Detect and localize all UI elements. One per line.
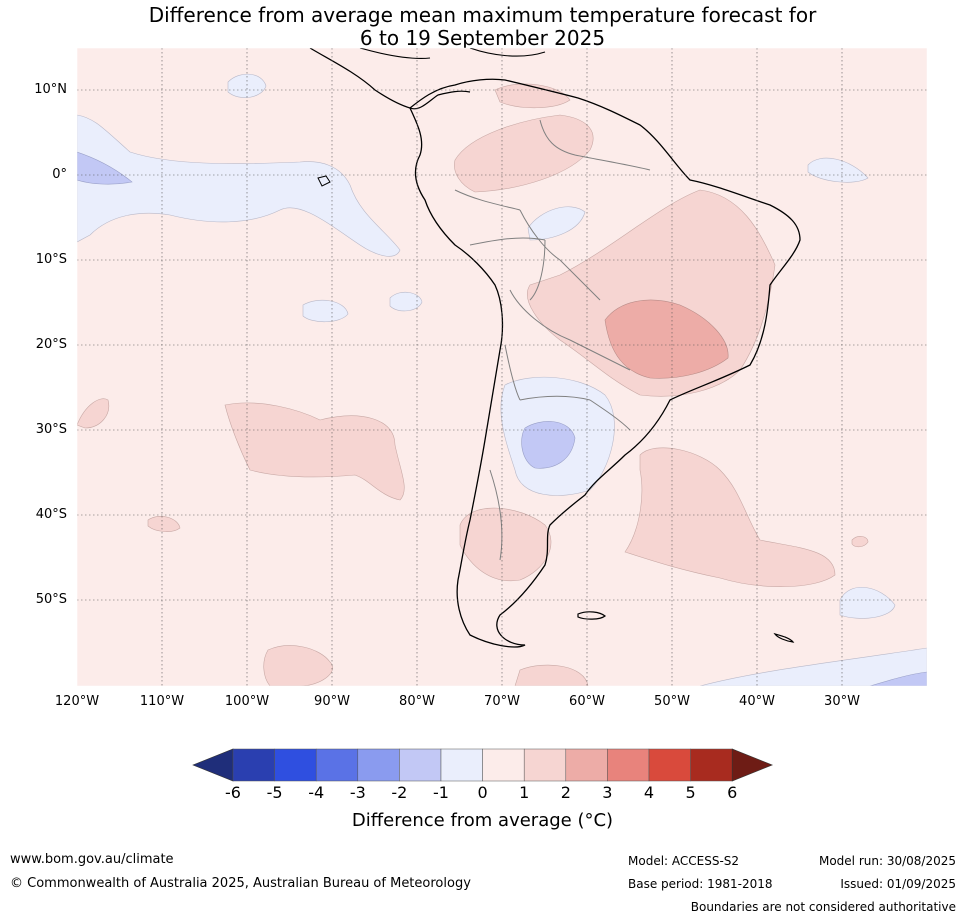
- map-title: Difference from average mean maximum tem…: [0, 4, 965, 50]
- lon-label-90w: 90°W: [314, 694, 350, 709]
- colorbar-tick-label: -4: [308, 783, 325, 802]
- coastline-falklands: [577, 611, 606, 620]
- lat-label-40s: 40°S: [35, 507, 67, 522]
- footer-issued: Issued: 01/09/2025: [840, 877, 956, 891]
- anomaly-cool-pacific-small: [302, 299, 349, 323]
- lon-label-120w: 120°W: [54, 694, 100, 709]
- colorbar-tick-label: 6: [727, 783, 738, 802]
- anomaly-warm-pacific-small: [147, 516, 181, 532]
- anomaly-cool-amazon: [527, 206, 586, 241]
- anomaly-cool-south-atlantic: [839, 586, 896, 619]
- colorbar-tick-label: 3: [602, 783, 613, 802]
- temperature-anomaly-map: [76, 47, 928, 687]
- colorbar-tick-label: -2: [391, 783, 408, 802]
- lon-label-30w: 30°W: [824, 694, 860, 709]
- anomaly-warm-atlantic-small: [851, 536, 869, 548]
- colorbar-tick-label: 2: [560, 783, 571, 802]
- lon-label-100w: 100°W: [224, 694, 270, 709]
- anomaly-warm-south-atlantic: [624, 447, 836, 587]
- coastline-galapagos: [317, 175, 331, 187]
- colorbar-tick-label: 0: [477, 783, 488, 802]
- colorbar-tick-label: -3: [349, 783, 366, 802]
- colorbar-tick-label: 1: [519, 783, 530, 802]
- lon-label-40w: 40°W: [739, 694, 775, 709]
- lat-label-50s: 50°S: [35, 592, 67, 607]
- colorbar-tick-label: -6: [225, 783, 241, 802]
- lon-label-80w: 80°W: [399, 694, 435, 709]
- anomaly-cool-atlantic: [807, 157, 869, 183]
- anomaly-cool-equatorial-pacific: [77, 114, 401, 257]
- colorbar-tick-label: 4: [643, 783, 655, 802]
- colorbar-tick-label: -5: [266, 783, 283, 802]
- lat-label-30s: 30°S: [35, 422, 67, 437]
- lat-label-10s: 10°S: [35, 252, 67, 267]
- colorbar-tick-label: -1: [433, 783, 449, 802]
- anomaly-warm-south-pacific: [224, 402, 405, 501]
- lat-label-10n: 10°N: [34, 82, 67, 97]
- anomaly-cool-argentina-core: [521, 421, 576, 469]
- lat-label-20s: 20°S: [35, 337, 67, 352]
- footer-model-run: Model run: 30/08/2025: [818, 854, 956, 868]
- footer-copyright: © Commonwealth of Australia 2025, Austra…: [10, 876, 471, 891]
- anomaly-cool-pacific-small-2: [389, 291, 423, 312]
- coastline-caribbean-islands: [359, 48, 546, 59]
- coastline-south-america: [409, 78, 801, 648]
- anomaly-warm-southern-pacific: [263, 645, 333, 686]
- anomaly-warm-pacific-west: [77, 398, 110, 429]
- anomaly-warm-patagonia: [459, 507, 552, 582]
- map-frame: [76, 47, 928, 687]
- lat-label-0: 0°: [52, 167, 67, 182]
- country-borders: [454, 119, 651, 561]
- lon-label-50w: 50°W: [654, 694, 690, 709]
- coastline-south-georgia: [773, 632, 795, 643]
- footer-url: www.bom.gov.au/climate: [10, 852, 174, 867]
- anomaly-cool-north-pacific: [227, 73, 267, 98]
- lon-label-60w: 60°W: [569, 694, 605, 709]
- lon-label-110w: 110°W: [139, 694, 185, 709]
- anomaly-cool-pacific-core: [77, 151, 133, 185]
- colorbar-tick-label: 5: [685, 783, 696, 802]
- title-line-1: Difference from average mean maximum tem…: [148, 3, 817, 27]
- footer-boundaries-note: Boundaries are not considered authoritat…: [690, 900, 956, 914]
- lon-label-70w: 70°W: [484, 694, 520, 709]
- colorbar-label: Difference from average (°C): [351, 810, 614, 831]
- anomaly-cool-southern-ocean-core: [869, 671, 927, 686]
- anomaly-warm-brazil-core: [604, 299, 729, 379]
- coastline-central-america: [309, 48, 471, 110]
- title-line-2: 6 to 19 September 2025: [359, 26, 606, 50]
- graticule: [77, 48, 927, 686]
- anomaly-warm-colombia: [454, 114, 594, 193]
- footer-model: Model: ACCESS-S2: [628, 854, 740, 868]
- footer-base-period: Base period: 1981-2018: [628, 877, 773, 891]
